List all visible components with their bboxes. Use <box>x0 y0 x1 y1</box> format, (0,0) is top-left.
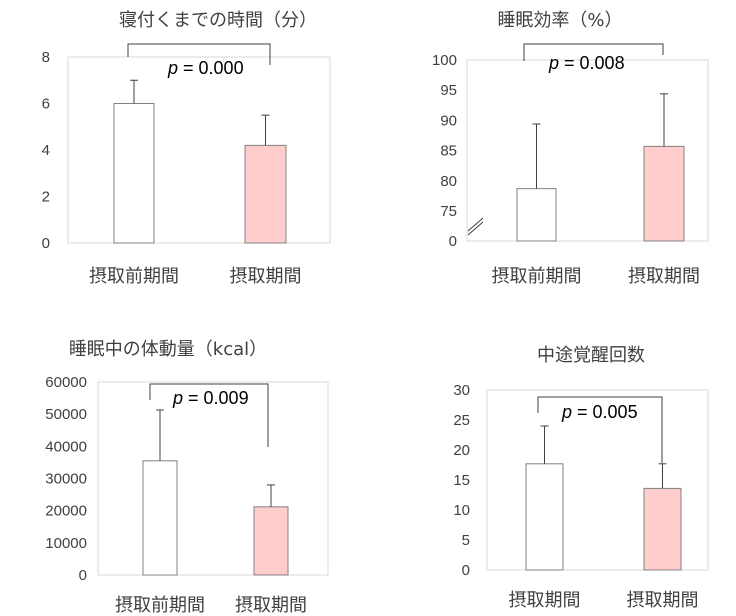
x-category-label: 摂取前期間 <box>492 266 582 287</box>
x-category-label: 摂取期間 <box>230 266 302 287</box>
p-value: = 0.005 <box>572 402 638 422</box>
plot-frame <box>486 389 709 571</box>
x-category-label: 摂取期間 <box>509 590 581 611</box>
plot-frame <box>67 56 331 244</box>
plot-frame <box>97 381 329 576</box>
y-tick-label: 95 <box>440 82 457 99</box>
y-tick-label: 15 <box>453 472 470 489</box>
y-tick-label: 2 <box>42 189 50 206</box>
p-value: = 0.009 <box>183 388 249 408</box>
x-category-label: 摂取期間 <box>628 266 700 287</box>
y-tick-label: 60000 <box>45 374 87 391</box>
y-tick-label: 10000 <box>45 535 87 552</box>
y-tick-label: 75 <box>440 203 457 220</box>
p-symbol: p <box>172 388 183 408</box>
y-tick-label: 8 <box>42 49 50 66</box>
p-value-label: p = 0.000 <box>167 58 244 78</box>
y-tick-label: 25 <box>453 412 470 429</box>
p-symbol: p <box>548 53 559 73</box>
x-category-label: 摂取前期間 <box>89 266 179 287</box>
y-tick-label: 100 <box>432 52 457 69</box>
y-tick-label: 0 <box>79 567 87 584</box>
y-tick-label: 20 <box>453 442 470 459</box>
axis-break-mark <box>467 221 484 236</box>
chart-title: 中途覚醒回数 <box>537 345 645 366</box>
significance-bracket <box>149 383 269 447</box>
bar <box>643 145 685 242</box>
y-tick-label: 30 <box>453 382 470 399</box>
p-value: = 0.000 <box>178 58 244 78</box>
y-tick-label: 4 <box>42 142 50 159</box>
y-tick-label: 0 <box>449 233 457 250</box>
chart-panel-4: 中途覚醒回数 0 5 10 15 20 25 30 摂取期間 摂取期間 p = 0.005 <box>453 345 709 611</box>
bar <box>525 463 564 571</box>
y-tick-label: 10 <box>453 502 470 519</box>
p-value-label: p = 0.005 <box>561 402 638 422</box>
p-value-label: p = 0.009 <box>172 388 249 408</box>
p-value-label: p = 0.008 <box>548 53 625 73</box>
y-tick-label: 20000 <box>45 503 87 520</box>
p-value: = 0.008 <box>559 53 625 73</box>
bar <box>253 506 289 576</box>
y-tick-label: 85 <box>440 143 457 160</box>
bar <box>643 487 682 571</box>
p-symbol: p <box>561 402 572 422</box>
y-tick-label: 80 <box>440 173 457 190</box>
x-category-label: 摂取前期間 <box>115 595 205 616</box>
significance-bracket <box>523 43 664 61</box>
y-tick-label: 90 <box>440 112 457 129</box>
bar <box>516 188 557 242</box>
significance-bracket <box>127 43 271 65</box>
y-tick-label: 5 <box>462 532 470 549</box>
y-tick-label: 6 <box>42 96 50 113</box>
chart-title: 睡眠中の体動量（kcal） <box>69 339 267 360</box>
bar <box>244 144 287 244</box>
bar <box>113 103 155 244</box>
significance-bracket <box>537 396 663 463</box>
y-tick-label: 40000 <box>45 438 87 455</box>
x-category-label: 摂取期間 <box>235 595 307 616</box>
y-tick-label: 30000 <box>45 471 87 488</box>
plot-frame <box>466 59 709 242</box>
y-tick-label: 50000 <box>45 406 87 423</box>
x-category-label: 摂取期間 <box>627 590 699 611</box>
y-tick-label: 0 <box>42 235 50 252</box>
p-symbol: p <box>167 58 178 78</box>
bar <box>142 460 178 576</box>
chart-panel-1: 寝付くまでの時間（分） 0 2 4 6 8 摂取前期間 摂取期間 p = 0.000 <box>42 10 331 287</box>
y-tick-label: 0 <box>462 562 470 579</box>
chart-panel-3: 睡眠中の体動量（kcal） 0 10000 20000 30000 40000 50000 6… <box>45 339 329 616</box>
chart-panel-2: 睡眠効率（%） 0 75 80 85 90 95 100 摂取前期間 摂取期間 p = 0.008 <box>432 10 709 287</box>
chart-title: 睡眠効率（%） <box>497 10 622 31</box>
axis-break-mark <box>467 217 484 232</box>
chart-title: 寝付くまでの時間（分） <box>119 10 317 31</box>
